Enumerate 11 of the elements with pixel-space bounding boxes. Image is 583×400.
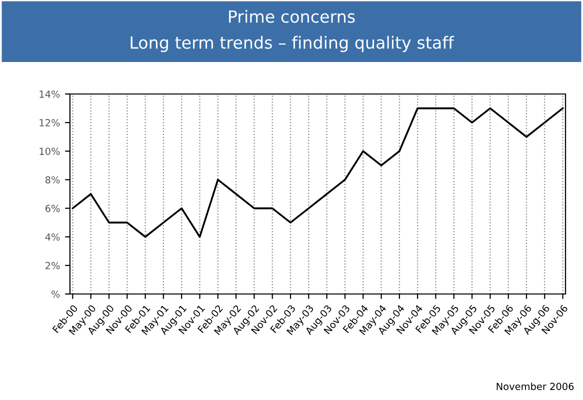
y-tick-label: 14% [40,90,60,98]
y-tick-label: 4% [45,233,60,241]
y-tick-label: 6% [45,204,60,212]
y-tick-label: % [52,290,60,298]
chart-title: Prime concerns [229,10,355,23]
y-tick-label: 8% [45,176,60,184]
y-tick-label: 10% [40,148,60,155]
chart-subtitle: Long term trends – finding quality staff [130,36,454,52]
y-tick-label: 2% [46,262,60,270]
y-tick-label: 12% [40,119,60,126]
text: November 2006 [496,382,574,390]
